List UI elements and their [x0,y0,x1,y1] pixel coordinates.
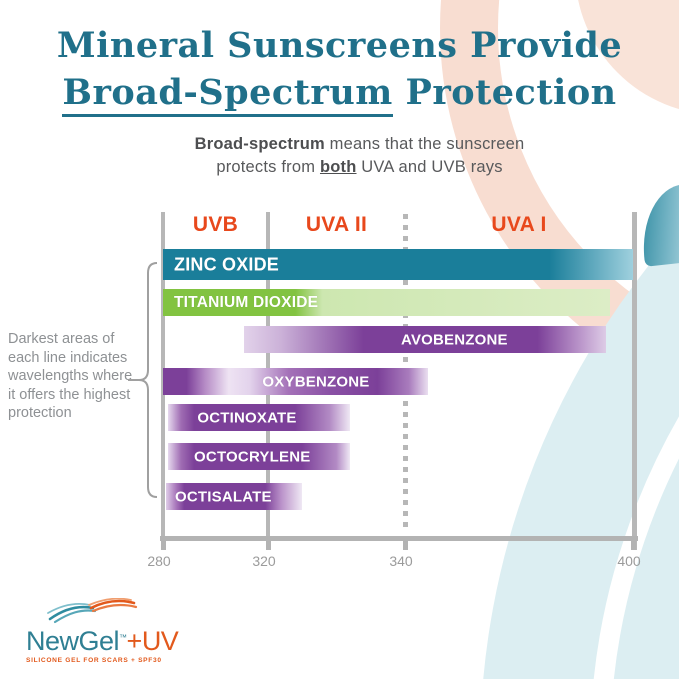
title-line-2-rest: Protection [392,72,617,113]
annotation-bracket [128,262,158,498]
blue-swoosh-inner [610,100,679,679]
x-axis-line [160,536,638,541]
bar-label: TITANIUM DIOXIDE [174,293,319,311]
darkest-areas-note: Darkest areas of each line indicates wav… [8,331,133,421]
title-underlined-phrase: Broad-Spectrum [62,72,393,117]
subtitle-bold-lead: Broad-spectrum [194,135,325,153]
subtitle-rest-2: UVA and UVB rays [356,158,503,176]
ingredient-bar-avobenzone: AVOBENZONE [244,326,607,353]
x-axis-tick [266,536,271,550]
ingredient-bar-zinc-oxide: ZINC OXIDE [163,249,633,280]
x-axis-tick-label: 280 [147,553,171,569]
subtitle-rest-1: means that the sunscreen [324,135,525,153]
x-axis-tick [161,536,166,550]
subtitle-bold-both: both [319,158,357,176]
x-axis-tick-label: 320 [252,553,276,569]
region-label-uva-i: UVA I [491,213,547,236]
ingredient-bar-oxybenzone: OXYBENZONE [163,368,428,395]
x-axis-tick [403,536,408,550]
x-axis-tick-label: 340 [389,553,413,569]
logo-name-teal: NewGel [26,626,120,656]
ingredient-bar-octinoxate: OCTINOXATE [168,404,351,431]
bar-label: OCTINOXATE [197,409,297,426]
logo-tagline: SILICONE GEL FOR SCARS + SPF30 [26,657,162,664]
logo-swirl-icon [47,598,138,624]
region-label-uvb: UVB [192,213,239,236]
x-axis-tick [631,536,636,550]
subtitle-pre-2: protects from [216,158,320,176]
x-axis-tick-label: 400 [617,553,641,569]
region-label-uva-ii: UVA II [305,213,368,236]
subtitle: Broad-spectrum means that the sunscreen … [40,133,679,179]
bar-label: ZINC OXIDE [174,254,280,274]
ingredient-bar-octisalate: OCTISALATE [165,483,303,510]
ingredient-bar-titanium-dioxide: TITANIUM DIOXIDE [163,289,611,316]
logo-trademark: ™ [119,633,127,642]
page-title: Mineral Sunscreens Provide Broad-Spectru… [0,22,679,117]
ingredient-bar-octocrylene: OCTOCRYLENE [168,443,351,470]
title-line-1: Mineral Sunscreens Provide [56,25,623,66]
newgel-uv-logo: NewGel™+UV SILICONE GEL FOR SCARS + SPF3… [26,598,179,664]
logo-plus: + [126,626,143,656]
title-line-2: Broad-Spectrum Protection [0,69,679,117]
teal-wave-decoration [637,183,679,267]
bar-label: OXYBENZONE [262,373,370,390]
bar-label: OCTISALATE [175,488,272,505]
bar-label: AVOBENZONE [401,331,508,348]
bar-label: OCTOCRYLENE [194,448,311,465]
logo-wordmark: NewGel™+UV [26,624,179,656]
logo-name-orange: UV [141,626,179,656]
